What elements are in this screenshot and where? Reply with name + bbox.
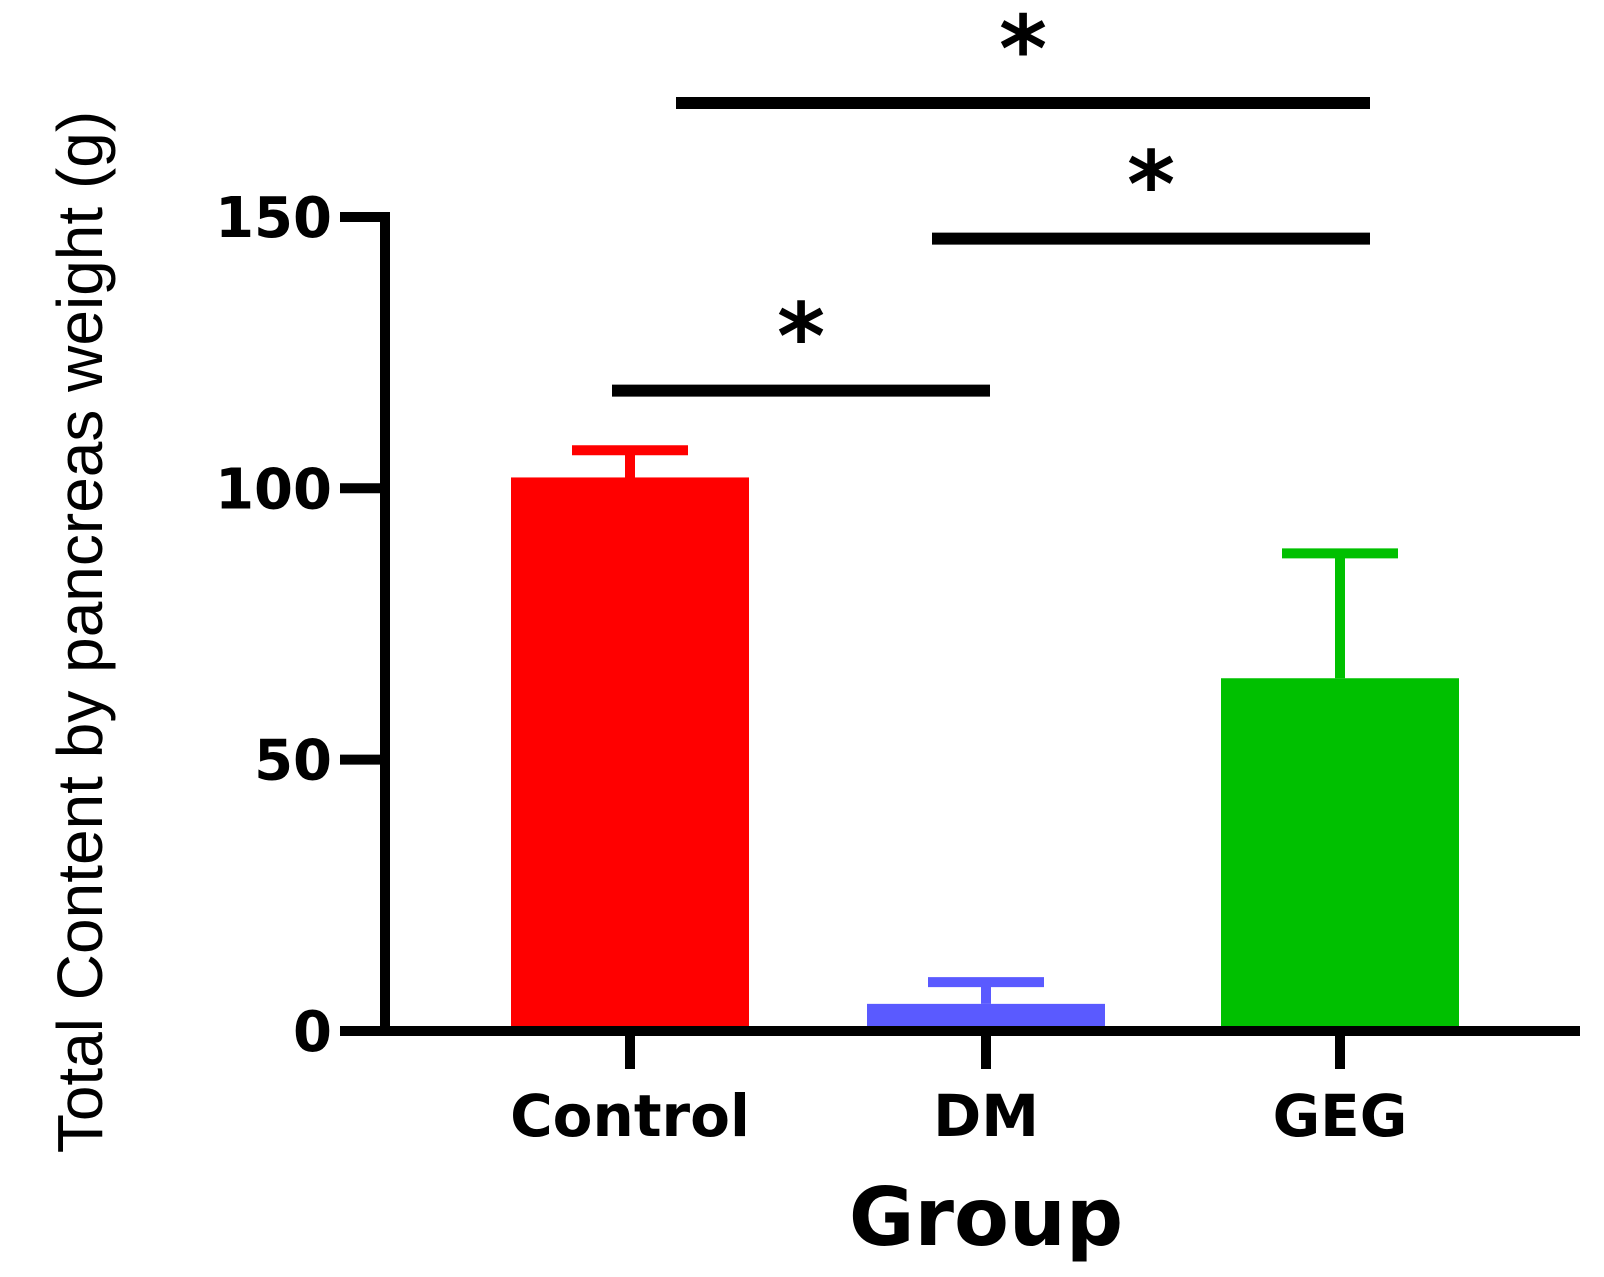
significance-star: * xyxy=(777,284,825,391)
significance-star: * xyxy=(999,0,1047,103)
significance-star: * xyxy=(1127,132,1175,239)
error-bars-layer xyxy=(572,445,1398,1004)
bars-layer xyxy=(511,477,1459,1031)
y-tick-label: 50 xyxy=(254,729,332,794)
y-tick-label: 150 xyxy=(215,186,332,251)
y-axis-title: Total Content by pancreas weight (g) xyxy=(44,111,116,1153)
y-tick-label: 100 xyxy=(215,457,332,522)
significance-layer: * * * xyxy=(612,0,1370,397)
x-tick-label-control: Control xyxy=(510,1082,750,1150)
bar-control xyxy=(511,477,749,1031)
x-ticks-layer: Control DM GEG xyxy=(510,1031,1407,1150)
y-tick-label: 0 xyxy=(293,1000,332,1065)
bar-geg xyxy=(1221,678,1459,1031)
x-axis-title: Group xyxy=(849,1171,1123,1264)
y-ticks-layer: 0 50 100 150 xyxy=(215,186,385,1065)
x-tick-label-dm: DM xyxy=(933,1082,1039,1150)
x-tick-label-geg: GEG xyxy=(1273,1082,1408,1150)
